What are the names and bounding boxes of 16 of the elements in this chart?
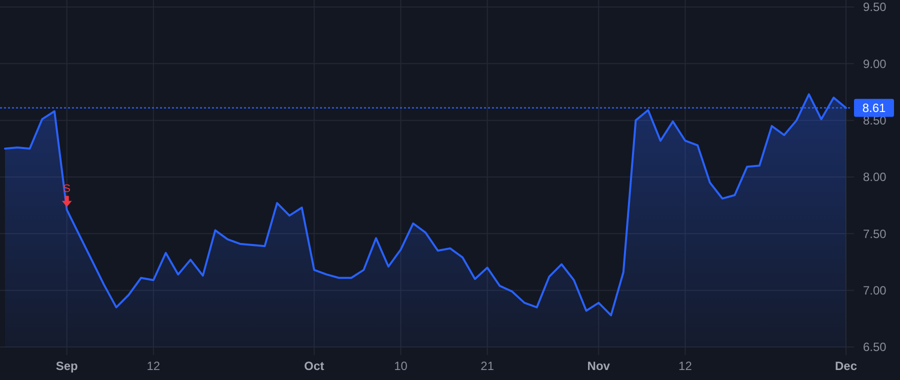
y-tick-label: 7.00 xyxy=(863,284,887,298)
x-tick-label: 10 xyxy=(394,359,408,373)
y-tick-label: 8.50 xyxy=(863,114,887,128)
x-tick-label: Nov xyxy=(587,359,610,373)
y-tick-label: 9.50 xyxy=(863,0,887,14)
y-tick-label: 6.50 xyxy=(863,340,887,354)
x-tick-label: 12 xyxy=(678,359,692,373)
x-tick-label: Oct xyxy=(304,359,324,373)
y-tick-label: 7.50 xyxy=(863,226,887,241)
x-tick-label: Dec xyxy=(834,359,858,373)
y-tick-label: 8.00 xyxy=(863,170,887,184)
x-tick-label: 21 xyxy=(480,359,494,373)
x-tick-label: Sep xyxy=(56,359,78,373)
x-tick-label: 12 xyxy=(146,359,160,373)
y-tick-label: 9.00 xyxy=(863,56,887,71)
ref-line-label: 8.61 xyxy=(862,101,886,116)
